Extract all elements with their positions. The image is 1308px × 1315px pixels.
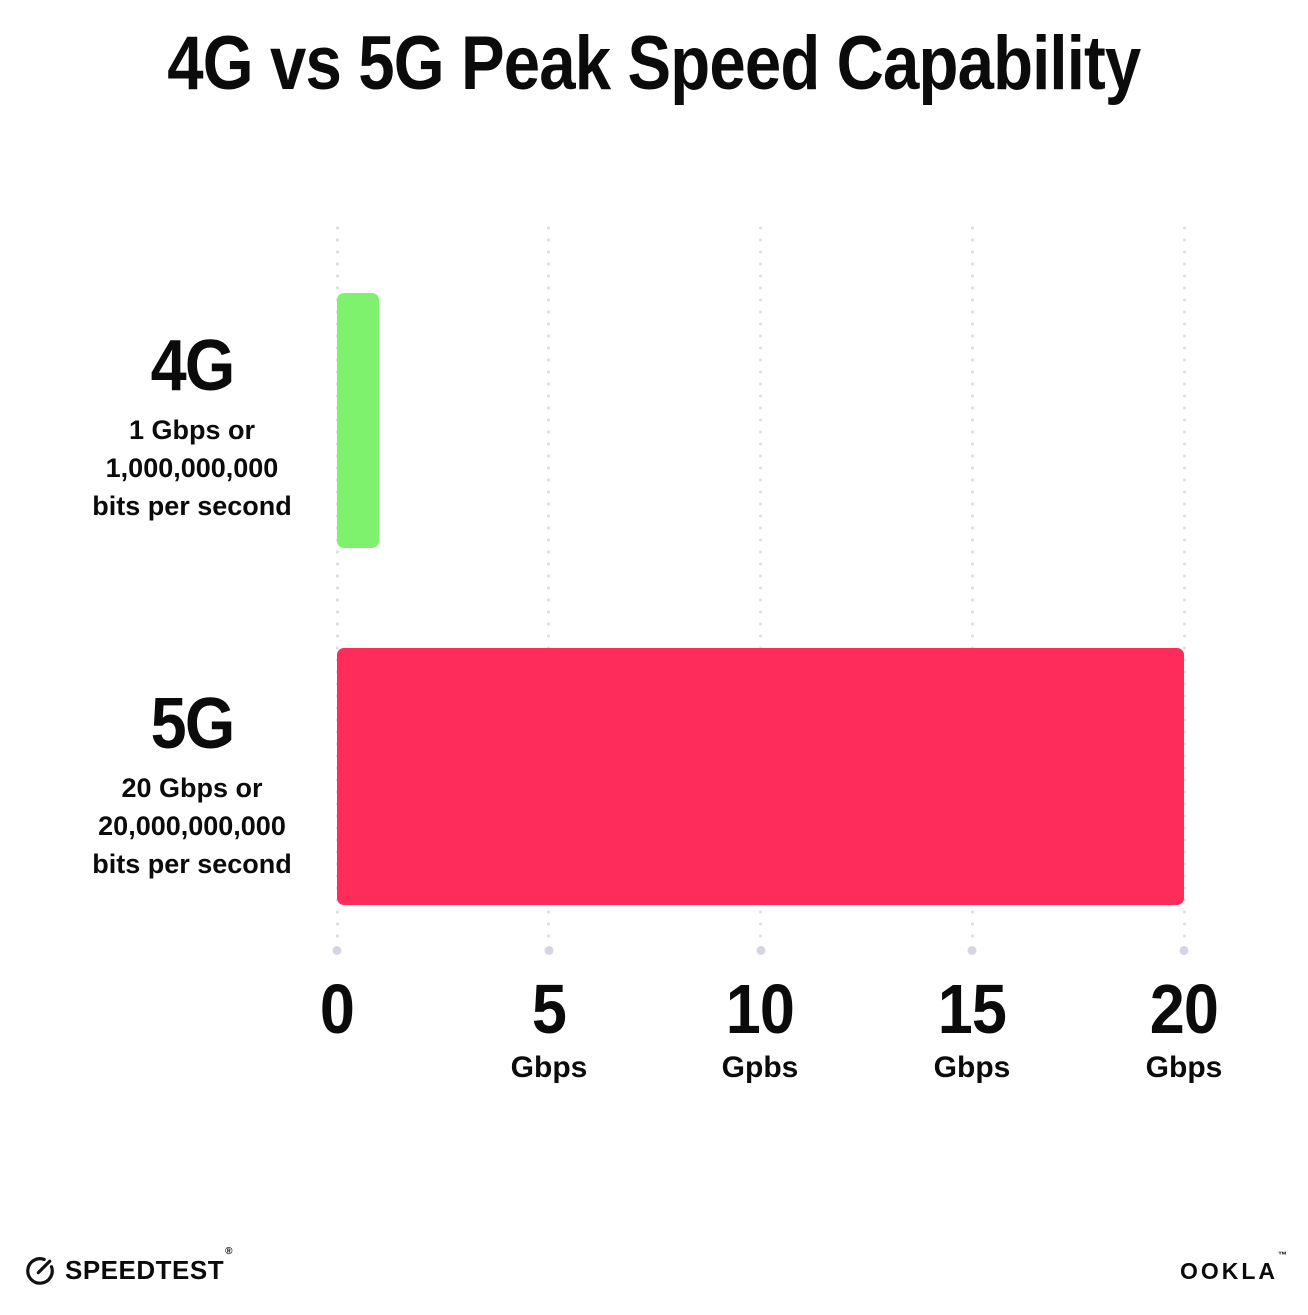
chart-title-text: 4G vs 5G Peak Speed Capability bbox=[167, 21, 1141, 106]
tick-number: 20 bbox=[1149, 970, 1219, 1048]
category-desc-line: 1 Gbps or bbox=[128, 415, 256, 445]
x-tick-5: 5 Gbps bbox=[439, 974, 659, 1083]
registered-trademark-symbol: ® bbox=[225, 1245, 233, 1257]
gridline-end-dot bbox=[544, 946, 554, 955]
gridline-10 bbox=[756, 222, 765, 955]
gridline-0 bbox=[332, 222, 342, 955]
tick-number: 5 bbox=[531, 970, 567, 1048]
gridline-20 bbox=[1179, 222, 1189, 955]
gridline-15 bbox=[967, 222, 977, 955]
gridline-end-dot bbox=[756, 946, 765, 955]
speedtest-gauge-icon bbox=[26, 1257, 54, 1285]
bar-4g bbox=[337, 293, 380, 548]
tick-unit: Gpbs bbox=[721, 1051, 799, 1084]
category-desc-line: 1,000,000,000 bbox=[105, 453, 279, 483]
speedtest-wordmark: SPEEDTEST® bbox=[65, 1245, 233, 1285]
gridline-5 bbox=[544, 222, 554, 955]
category-desc-line: 20 Gbps or bbox=[121, 773, 263, 803]
plot-area bbox=[332, 222, 1189, 958]
tick-unit: Gbps bbox=[510, 1051, 588, 1084]
x-tick-15: 15 Gbps bbox=[862, 974, 1082, 1083]
category-label-4g: 4G bbox=[150, 326, 236, 406]
tick-number: 10 bbox=[725, 970, 795, 1048]
category-desc-5g: 20 Gbps or 20,000,000,000 bits per secon… bbox=[42, 769, 342, 883]
category-desc-4g: 1 Gbps or 1,000,000,000 bits per second bbox=[42, 411, 342, 525]
chart-title: 4G vs 5G Peak Speed Capability bbox=[0, 20, 1308, 107]
ookla-logo: OOKLA™ bbox=[1179, 1250, 1290, 1285]
tick-unit: Gbps bbox=[933, 1051, 1011, 1084]
x-tick-10: 10 Gpbs bbox=[650, 974, 870, 1083]
category-desc-line: bits per second bbox=[92, 849, 292, 879]
category-desc-line: bits per second bbox=[92, 491, 292, 521]
row-label-5g: 5G 20 Gbps or 20,000,000,000 bits per se… bbox=[42, 688, 342, 883]
tick-unit: Gbps bbox=[1145, 1051, 1223, 1084]
bar-5g bbox=[337, 648, 1184, 905]
gridline-end-dot bbox=[1179, 946, 1189, 955]
category-desc-line: 20,000,000,000 bbox=[98, 811, 286, 841]
tick-number: 15 bbox=[937, 970, 1007, 1048]
gridline-end-dot bbox=[332, 946, 342, 955]
ookla-wordmark: OOKLA bbox=[1179, 1258, 1278, 1284]
x-tick-0: 0 bbox=[227, 974, 447, 1053]
trademark-symbol: ™ bbox=[1278, 1250, 1290, 1260]
speedtest-logo: SPEEDTEST® bbox=[24, 1245, 233, 1286]
tick-number: 0 bbox=[319, 970, 355, 1048]
gridline-end-dot bbox=[967, 946, 977, 955]
row-label-4g: 4G 1 Gbps or 1,000,000,000 bits per seco… bbox=[42, 330, 342, 525]
category-label-5g: 5G bbox=[150, 684, 236, 764]
x-tick-20: 20 Gbps bbox=[1074, 974, 1294, 1083]
